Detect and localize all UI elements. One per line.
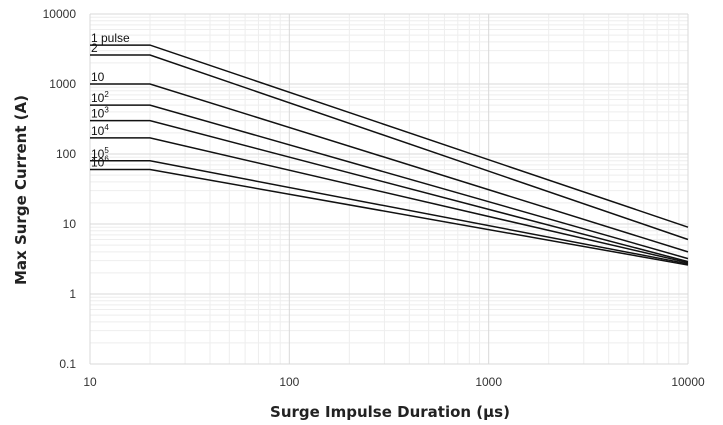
series-label: 103 [91, 106, 109, 121]
major-gridlines [89, 13, 689, 365]
y-tick-label: 100 [56, 147, 76, 161]
series-line [90, 119, 689, 263]
series-label: 106 [91, 155, 109, 170]
x-tick-label: 10000 [671, 375, 705, 389]
series-line [90, 54, 689, 241]
minor-gridlines [90, 14, 688, 364]
y-axis-title: Max Surge Current (A) [12, 95, 30, 285]
y-tick-label: 10000 [43, 7, 77, 21]
y-tick-label: 1 [69, 287, 76, 301]
series-label: 104 [91, 123, 109, 138]
series-label: 2 [91, 41, 98, 55]
series-line [90, 44, 689, 228]
x-tick-label: 10 [83, 375, 97, 389]
x-axis-title: Surge Impulse Duration (µs) [270, 403, 510, 421]
series-line [90, 104, 689, 260]
x-tick-label: 1000 [475, 375, 502, 389]
y-tick-label: 10 [63, 217, 77, 231]
series-line [90, 160, 689, 265]
x-tick-label: 100 [279, 375, 299, 389]
series-label: 102 [91, 90, 109, 105]
series-line [90, 83, 689, 253]
series-label: 105 [91, 146, 109, 161]
y-tick-labels: 0.1 1 10 100 1000 10000 [43, 7, 77, 371]
series-lines [90, 44, 689, 266]
series-label: 10 [91, 70, 105, 84]
x-tick-labels: 10 100 1000 10000 [83, 375, 705, 389]
series-line [90, 137, 689, 264]
y-tick-label: 0.1 [59, 357, 76, 371]
series-line [90, 168, 689, 266]
y-tick-label: 1000 [49, 77, 76, 91]
series-label: 1 pulse [91, 31, 130, 45]
